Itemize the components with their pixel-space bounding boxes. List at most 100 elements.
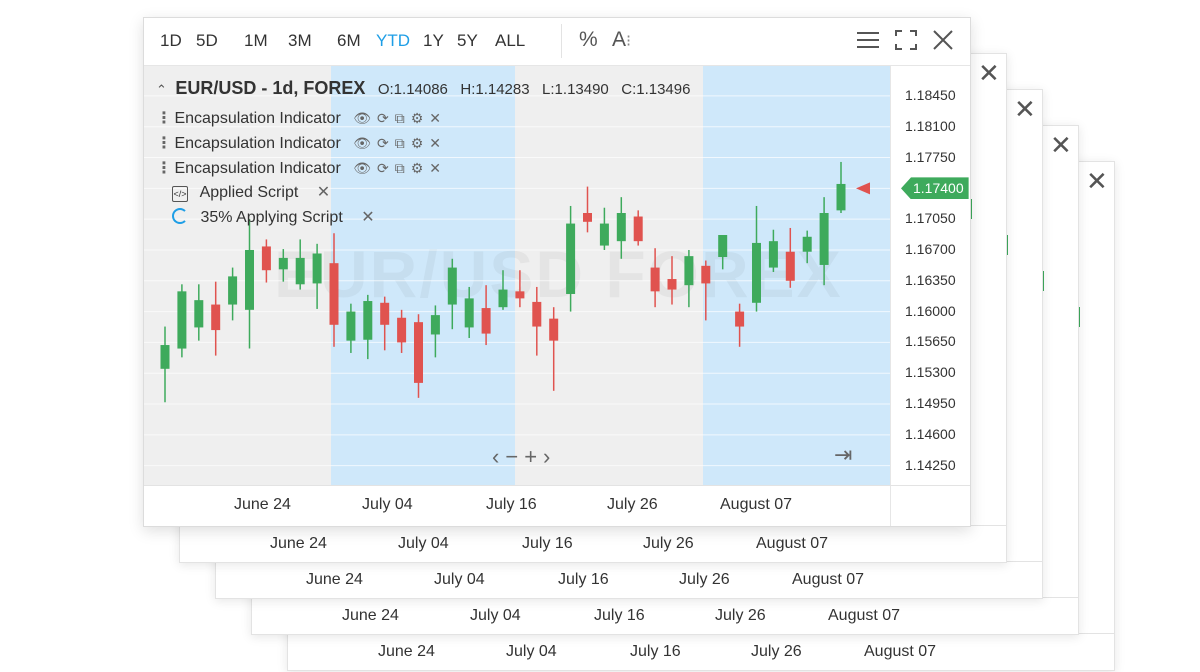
timeframe-5y[interactable]: 5Y — [457, 31, 478, 50]
stacked-close-icon[interactable]: ✕ — [1050, 130, 1072, 160]
candle[interactable] — [836, 161, 846, 214]
applying-script-row[interactable]: 35% Applying Script ✕ — [172, 207, 375, 227]
zoom-out-icon[interactable]: − — [505, 444, 525, 469]
candle[interactable] — [414, 314, 423, 398]
candle[interactable] — [211, 281, 221, 356]
price-label: 1.16700 — [905, 240, 956, 257]
timeframe-5d[interactable]: 5D — [196, 31, 218, 50]
candle[interactable] — [650, 248, 660, 308]
script-progress-label: 35% Applying Script — [200, 209, 343, 226]
candle[interactable] — [684, 249, 694, 308]
timeframe-1y[interactable]: 1Y — [423, 31, 444, 50]
candle[interactable] — [160, 326, 170, 403]
candle[interactable] — [363, 294, 373, 360]
candle[interactable] — [735, 303, 745, 347]
indicator-actions[interactable]: 👁⟳⧉⚙✕ — [353, 135, 448, 151]
fullscreen-icon[interactable] — [895, 30, 917, 56]
timeframe-all[interactable]: ALL — [495, 31, 526, 50]
date-axis[interactable]: June 24 July 04 July 16 July 26 August 0… — [144, 485, 970, 526]
price-axis[interactable]: 1.18450 1.18100 1.17750 1.17400 1.17050 1.167… — [890, 66, 970, 485]
candle-body — [616, 213, 626, 242]
candle[interactable] — [380, 296, 390, 351]
chart-plot-area[interactable]: EUR/USD FOREX ⌃ EUR/USD - 1d, FOREX O:1.… — [144, 66, 890, 485]
candle[interactable] — [599, 207, 609, 250]
candle[interactable] — [329, 233, 339, 347]
candle[interactable] — [566, 205, 576, 312]
candle[interactable] — [532, 286, 542, 356]
menu-icon[interactable] — [856, 30, 880, 56]
indicator-actions[interactable]: 👁⟳⧉⚙✕ — [353, 160, 448, 176]
candle[interactable] — [785, 227, 795, 288]
candle[interactable] — [583, 186, 592, 233]
remove-script-icon[interactable]: ✕ — [316, 184, 331, 201]
axis-corner — [890, 486, 970, 526]
applied-script-row[interactable]: </> Applied Script ✕ — [172, 182, 330, 202]
timeframe-3m[interactable]: 3M — [288, 31, 312, 50]
timeframe-1d[interactable]: 1D — [160, 31, 182, 50]
candle[interactable] — [498, 270, 508, 310]
cancel-script-icon[interactable]: ✕ — [361, 209, 375, 226]
candle[interactable] — [616, 197, 626, 259]
candle[interactable] — [295, 239, 305, 290]
candle[interactable] — [430, 305, 440, 358]
candle[interactable] — [464, 286, 474, 338]
indicator-row[interactable]: ⋮ Encapsulation Indicator 👁⟳⧉⚙✕ — [156, 108, 447, 128]
collapse-legend-icon[interactable]: ⌃ — [156, 82, 167, 97]
indicator-actions[interactable]: 👁⟳⧉⚙✕ — [353, 110, 448, 126]
candle[interactable] — [633, 210, 643, 246]
candle[interactable] — [701, 260, 711, 321]
candle[interactable] — [312, 243, 322, 309]
stacked-close-icon[interactable]: ✕ — [1014, 94, 1036, 124]
stacked-date-axis: June 24 July 04 July 16 July 26 August 07 — [288, 633, 1114, 670]
indicator-row[interactable]: ⋮ Encapsulation Indicator 👁⟳⧉⚙✕ — [156, 158, 447, 178]
zoom-in-icon[interactable]: + — [524, 444, 544, 469]
candle[interactable] — [228, 267, 238, 321]
candle[interactable] — [245, 219, 254, 349]
candle[interactable] — [515, 270, 525, 308]
date-label: June 24 — [234, 496, 291, 513]
candle[interactable] — [819, 197, 829, 286]
candle[interactable] — [278, 249, 288, 282]
candle-body — [498, 289, 508, 308]
candle[interactable] — [261, 239, 271, 283]
stacked-date-label: August 07 — [792, 571, 865, 588]
close-icon[interactable] — [932, 29, 954, 57]
candle[interactable] — [194, 284, 204, 341]
candle-body — [684, 256, 694, 286]
drag-handle-icon[interactable]: ⋮ — [156, 135, 172, 152]
candle[interactable] — [667, 256, 677, 305]
price-label: 1.18100 — [905, 117, 956, 134]
stacked-close-icon[interactable]: ✕ — [1086, 166, 1108, 196]
candle[interactable] — [346, 303, 356, 353]
scroll-to-latest-icon[interactable]: ⇥ — [834, 442, 853, 467]
percent-scale-button[interactable]: % — [579, 28, 598, 51]
candle[interactable] — [549, 307, 559, 391]
toolbar-divider — [561, 24, 562, 58]
price-label: 1.16000 — [905, 302, 956, 319]
stacked-date-axis: June 24 July 04 July 16 July 26 August 07 — [180, 525, 1006, 562]
candle[interactable] — [768, 229, 778, 272]
highlight-band — [703, 66, 890, 485]
timeframe-1m[interactable]: 1M — [244, 31, 268, 50]
symbol-row: ⌃ EUR/USD - 1d, FOREX O:1.14086 H:1.1428… — [156, 78, 690, 99]
candle[interactable] — [752, 205, 761, 312]
text-tool-button[interactable]: A⁝ — [612, 28, 632, 51]
stacked-date-label: July 16 — [630, 643, 681, 660]
scroll-right-icon[interactable]: › — [543, 444, 557, 469]
date-label: August 07 — [720, 496, 793, 513]
scroll-left-icon[interactable]: ‹ — [492, 444, 506, 469]
candle[interactable] — [177, 284, 187, 358]
drag-handle-icon[interactable]: ⋮ — [156, 110, 172, 127]
stacked-close-icon[interactable]: ✕ — [978, 58, 1000, 88]
candle[interactable] — [802, 230, 812, 264]
candle[interactable] — [481, 285, 491, 346]
candle[interactable] — [718, 235, 728, 270]
stacked-date-axis: June 24 July 04 July 16 July 26 August 07 — [216, 561, 1042, 598]
timeframe-ytd[interactable]: YTD — [376, 31, 410, 50]
indicator-row[interactable]: ⋮ Encapsulation Indicator 👁⟳⧉⚙✕ — [156, 133, 447, 153]
candle[interactable] — [447, 258, 457, 330]
drag-handle-icon[interactable]: ⋮ — [156, 160, 172, 177]
candle[interactable] — [397, 309, 407, 353]
script-icon: </> — [172, 186, 188, 202]
timeframe-6m[interactable]: 6M — [337, 31, 361, 50]
